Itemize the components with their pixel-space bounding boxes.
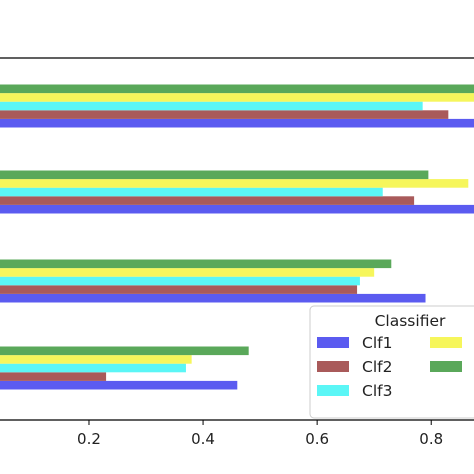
legend: Classifier Clf1 Clf2 Clf3 bbox=[309, 305, 474, 419]
legend-swatch-2 bbox=[317, 361, 349, 372]
legend-title: Classifier bbox=[375, 312, 446, 330]
bar-s5-g2 bbox=[0, 259, 392, 269]
x-tick-label-3: 0.6 bbox=[305, 430, 329, 448]
legend-label-1: Clf1 bbox=[362, 334, 392, 352]
legend-swatch-5 bbox=[430, 361, 462, 372]
bar-s3-g1 bbox=[0, 363, 186, 373]
axes-layer: 0.2 0.4 0.6 0.8 bbox=[0, 57, 474, 448]
x-tick-label-2: 0.4 bbox=[191, 430, 215, 448]
bar-s1-g4 bbox=[0, 118, 474, 128]
bars-layer bbox=[0, 84, 474, 390]
bar-s2-g1 bbox=[0, 372, 107, 381]
legend-box bbox=[309, 305, 474, 419]
bar-s1-g2 bbox=[0, 293, 426, 303]
bar-s3-g2 bbox=[0, 276, 360, 286]
x-tick-label-4: 0.8 bbox=[419, 430, 443, 448]
bar-s1-g1 bbox=[0, 380, 238, 390]
bar-s4-g3 bbox=[0, 179, 469, 188]
bar-s4-g1 bbox=[0, 355, 192, 364]
bar-s2-g3 bbox=[0, 196, 415, 205]
legend-label-2: Clf2 bbox=[362, 358, 392, 376]
bar-s5-g4 bbox=[0, 84, 474, 94]
bar-s4-g2 bbox=[0, 268, 375, 277]
legend-swatch-1 bbox=[317, 337, 349, 348]
bar-s5-g3 bbox=[0, 170, 429, 180]
legend-swatch-4 bbox=[430, 337, 462, 348]
bar-s3-g3 bbox=[0, 187, 383, 197]
bar-s5-g1 bbox=[0, 346, 249, 356]
legend-label-3: Clf3 bbox=[362, 382, 392, 400]
bar-s2-g2 bbox=[0, 285, 358, 294]
bar-s3-g4 bbox=[0, 101, 423, 111]
legend-swatch-3 bbox=[317, 385, 349, 396]
x-tick-label-1: 0.2 bbox=[77, 430, 101, 448]
bar-s4-g4 bbox=[0, 93, 474, 102]
bar-s1-g3 bbox=[0, 204, 474, 214]
bar-s2-g4 bbox=[0, 110, 449, 119]
